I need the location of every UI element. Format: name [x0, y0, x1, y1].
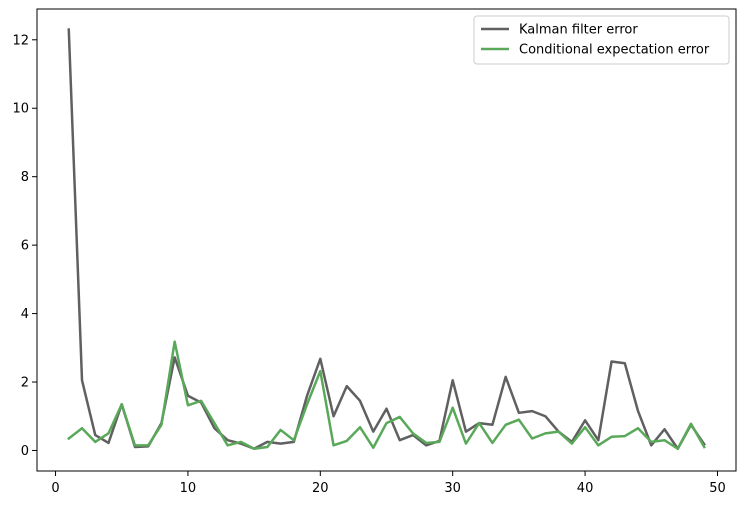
x-tick-label: 40	[577, 481, 594, 496]
series-line-1	[67, 28, 706, 451]
x-axis: 0 10 20 30 40 50	[51, 471, 726, 496]
plot-frame	[36, 8, 737, 472]
x-tick-label: 10	[180, 481, 197, 496]
y-tick-label: 2	[21, 376, 29, 391]
y-tick-label: 0	[21, 444, 29, 459]
legend-box	[473, 15, 730, 65]
plot-area	[67, 28, 706, 451]
y-tick-label: 12	[12, 33, 29, 48]
y-tick-label: 8	[21, 170, 29, 185]
y-axis: 0 2 4 6 8 10 12	[12, 33, 37, 459]
y-tick-label: 4	[21, 307, 29, 322]
series-line-2	[67, 340, 706, 451]
y-tick-label: 10	[12, 102, 29, 117]
x-tick-label: 50	[709, 481, 726, 496]
x-tick-label: 20	[312, 481, 329, 496]
legend-label-2: Conditional expectation error	[519, 43, 710, 58]
legend-label-1: Kalman filter error	[519, 23, 638, 38]
legend: Kalman filter error Conditional expectati…	[473, 15, 730, 65]
x-tick-label: 30	[444, 481, 461, 496]
y-tick-label: 6	[21, 239, 29, 254]
x-tick-label: 0	[51, 481, 59, 496]
